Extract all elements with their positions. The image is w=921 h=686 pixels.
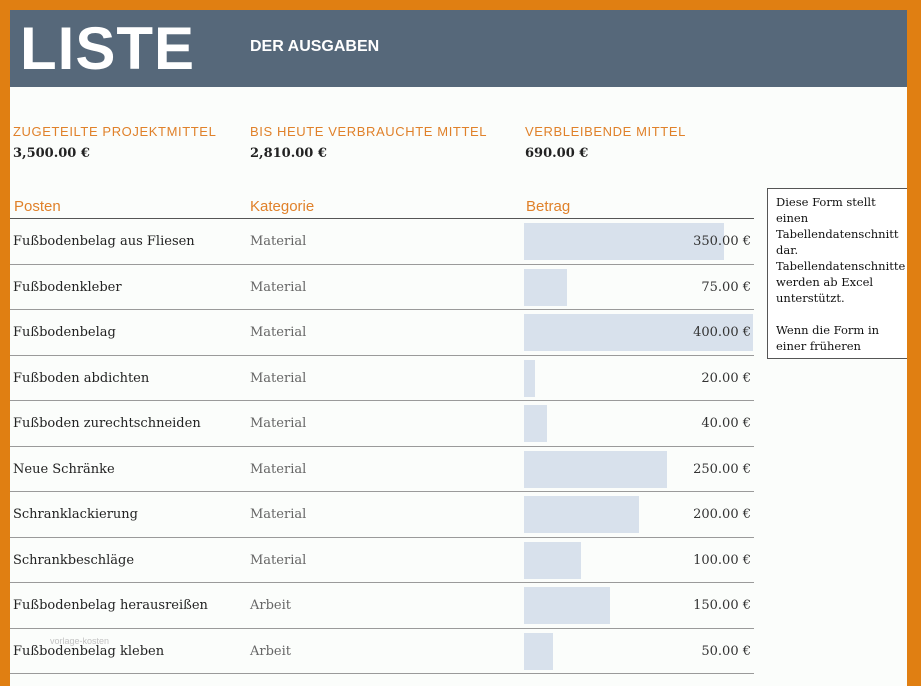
- cell-item[interactable]: Fußbodenbelag kleben: [13, 643, 165, 659]
- table-row[interactable]: Fußbodenbelag Material 400.00 €: [10, 310, 754, 356]
- column-header-category[interactable]: Kategorie: [250, 198, 315, 215]
- cell-category[interactable]: Arbeit: [250, 598, 291, 613]
- table-row[interactable]: Neue Schränke Material 250.00 €: [10, 447, 754, 492]
- cell-category[interactable]: Material: [250, 325, 307, 340]
- cell-item[interactable]: Fußboden zurechtschneiden: [13, 416, 201, 431]
- page-title: LISTE: [20, 15, 196, 82]
- cell-amount[interactable]: 150.00 €: [693, 598, 751, 613]
- cell-amount[interactable]: 250.00 €: [693, 461, 751, 477]
- amount-data-bar: [524, 632, 553, 670]
- cell-category[interactable]: Material: [250, 552, 307, 568]
- table-row[interactable]: Fußbodenbelag aus Fliesen Material 350.00 …: [10, 219, 754, 265]
- table-row[interactable]: Fußbodenbelag kleben Arbeit 50.00 €: [10, 629, 754, 674]
- cell-amount[interactable]: 350.00 €: [693, 234, 751, 249]
- spreadsheet-sheet: LISTE DER AUSGABEN ZUGETEILTE PROJEKTMIT…: [10, 10, 907, 686]
- cell-amount[interactable]: 75.00 €: [701, 279, 751, 295]
- header-banner: LISTE DER AUSGABEN: [10, 10, 907, 87]
- cell-amount[interactable]: 200.00 €: [693, 507, 751, 522]
- cell-item[interactable]: Fußbodenbelag herausreißen: [13, 598, 208, 613]
- table-row[interactable]: Schrankbeschläge Material 100.00 €: [10, 538, 754, 583]
- summary-label-spent: BIS HEUTE VERBRAUCHTE MITTEL: [250, 124, 488, 139]
- summary-label-allocated: ZUGETEILTE PROJEKTMITTEL: [13, 124, 217, 139]
- cell-item[interactable]: Fußbodenbelag aus Fliesen: [13, 234, 195, 249]
- cell-category[interactable]: Arbeit: [250, 643, 291, 659]
- cell-item[interactable]: Schranklackierung: [13, 507, 138, 522]
- cell-amount[interactable]: 50.00 €: [701, 643, 751, 659]
- amount-data-bar: [524, 359, 535, 397]
- cell-amount[interactable]: 100.00 €: [693, 552, 751, 568]
- notice-paragraph-1: Diese Form stellt einen Tabellendatensch…: [776, 195, 906, 305]
- cell-category[interactable]: Material: [250, 234, 307, 249]
- cell-amount[interactable]: 40.00 €: [701, 416, 751, 431]
- summary-label-remaining: VERBLEIBENDE MITTEL: [525, 124, 686, 139]
- amount-data-bar: [524, 268, 567, 306]
- table-row[interactable]: Fußbodenkleber Material 75.00 €: [10, 265, 754, 310]
- table-row[interactable]: Fußboden abdichten Material 20.00 €: [10, 356, 754, 401]
- cell-amount[interactable]: 20.00 €: [701, 370, 751, 386]
- amount-data-bar: [524, 541, 581, 579]
- amount-data-bar: [524, 223, 724, 260]
- amount-data-bar: [524, 587, 610, 624]
- cell-category[interactable]: Material: [250, 416, 307, 431]
- notice-paragraph-2: Wenn die Form in einer früheren: [776, 323, 880, 353]
- cell-amount[interactable]: 400.00 €: [693, 325, 751, 340]
- cell-item[interactable]: Fußbodenkleber: [13, 279, 122, 295]
- summary-value-spent[interactable]: 2,810.00 €: [250, 146, 327, 161]
- watermark: vorlage-kosten: [50, 636, 110, 646]
- cell-category[interactable]: Material: [250, 461, 307, 477]
- cell-category[interactable]: Material: [250, 507, 307, 522]
- cell-category[interactable]: Material: [250, 370, 307, 386]
- column-header-item[interactable]: Posten: [14, 198, 61, 215]
- column-header-amount[interactable]: Betrag: [526, 198, 571, 215]
- amount-data-bar: [524, 496, 639, 533]
- cell-item[interactable]: Schrankbeschläge: [13, 552, 135, 568]
- cell-item[interactable]: Fußboden abdichten: [13, 370, 150, 386]
- expense-table: Fußbodenbelag aus Fliesen Material 350.00 …: [10, 219, 754, 674]
- amount-data-bar: [524, 314, 753, 351]
- amount-data-bar: [524, 450, 667, 488]
- cell-item[interactable]: Neue Schränke: [13, 461, 115, 477]
- table-row[interactable]: Fußboden zurechtschneiden Material 40.00 €: [10, 401, 754, 447]
- cell-item[interactable]: Fußbodenbelag: [13, 325, 116, 340]
- page-subtitle: DER AUSGABEN: [250, 38, 380, 55]
- summary-value-remaining[interactable]: 690.00 €: [525, 146, 589, 161]
- header-divider: [10, 218, 754, 219]
- table-row[interactable]: Fußbodenbelag herausreißen Arbeit 150.00 €: [10, 583, 754, 629]
- amount-data-bar: [524, 405, 547, 442]
- slicer-notice-box[interactable]: Diese Form stellt einen Tabellendatensch…: [767, 188, 907, 359]
- table-row[interactable]: Schranklackierung Material 200.00 €: [10, 492, 754, 538]
- summary-value-allocated[interactable]: 3,500.00 €: [13, 146, 90, 161]
- cell-category[interactable]: Material: [250, 279, 307, 295]
